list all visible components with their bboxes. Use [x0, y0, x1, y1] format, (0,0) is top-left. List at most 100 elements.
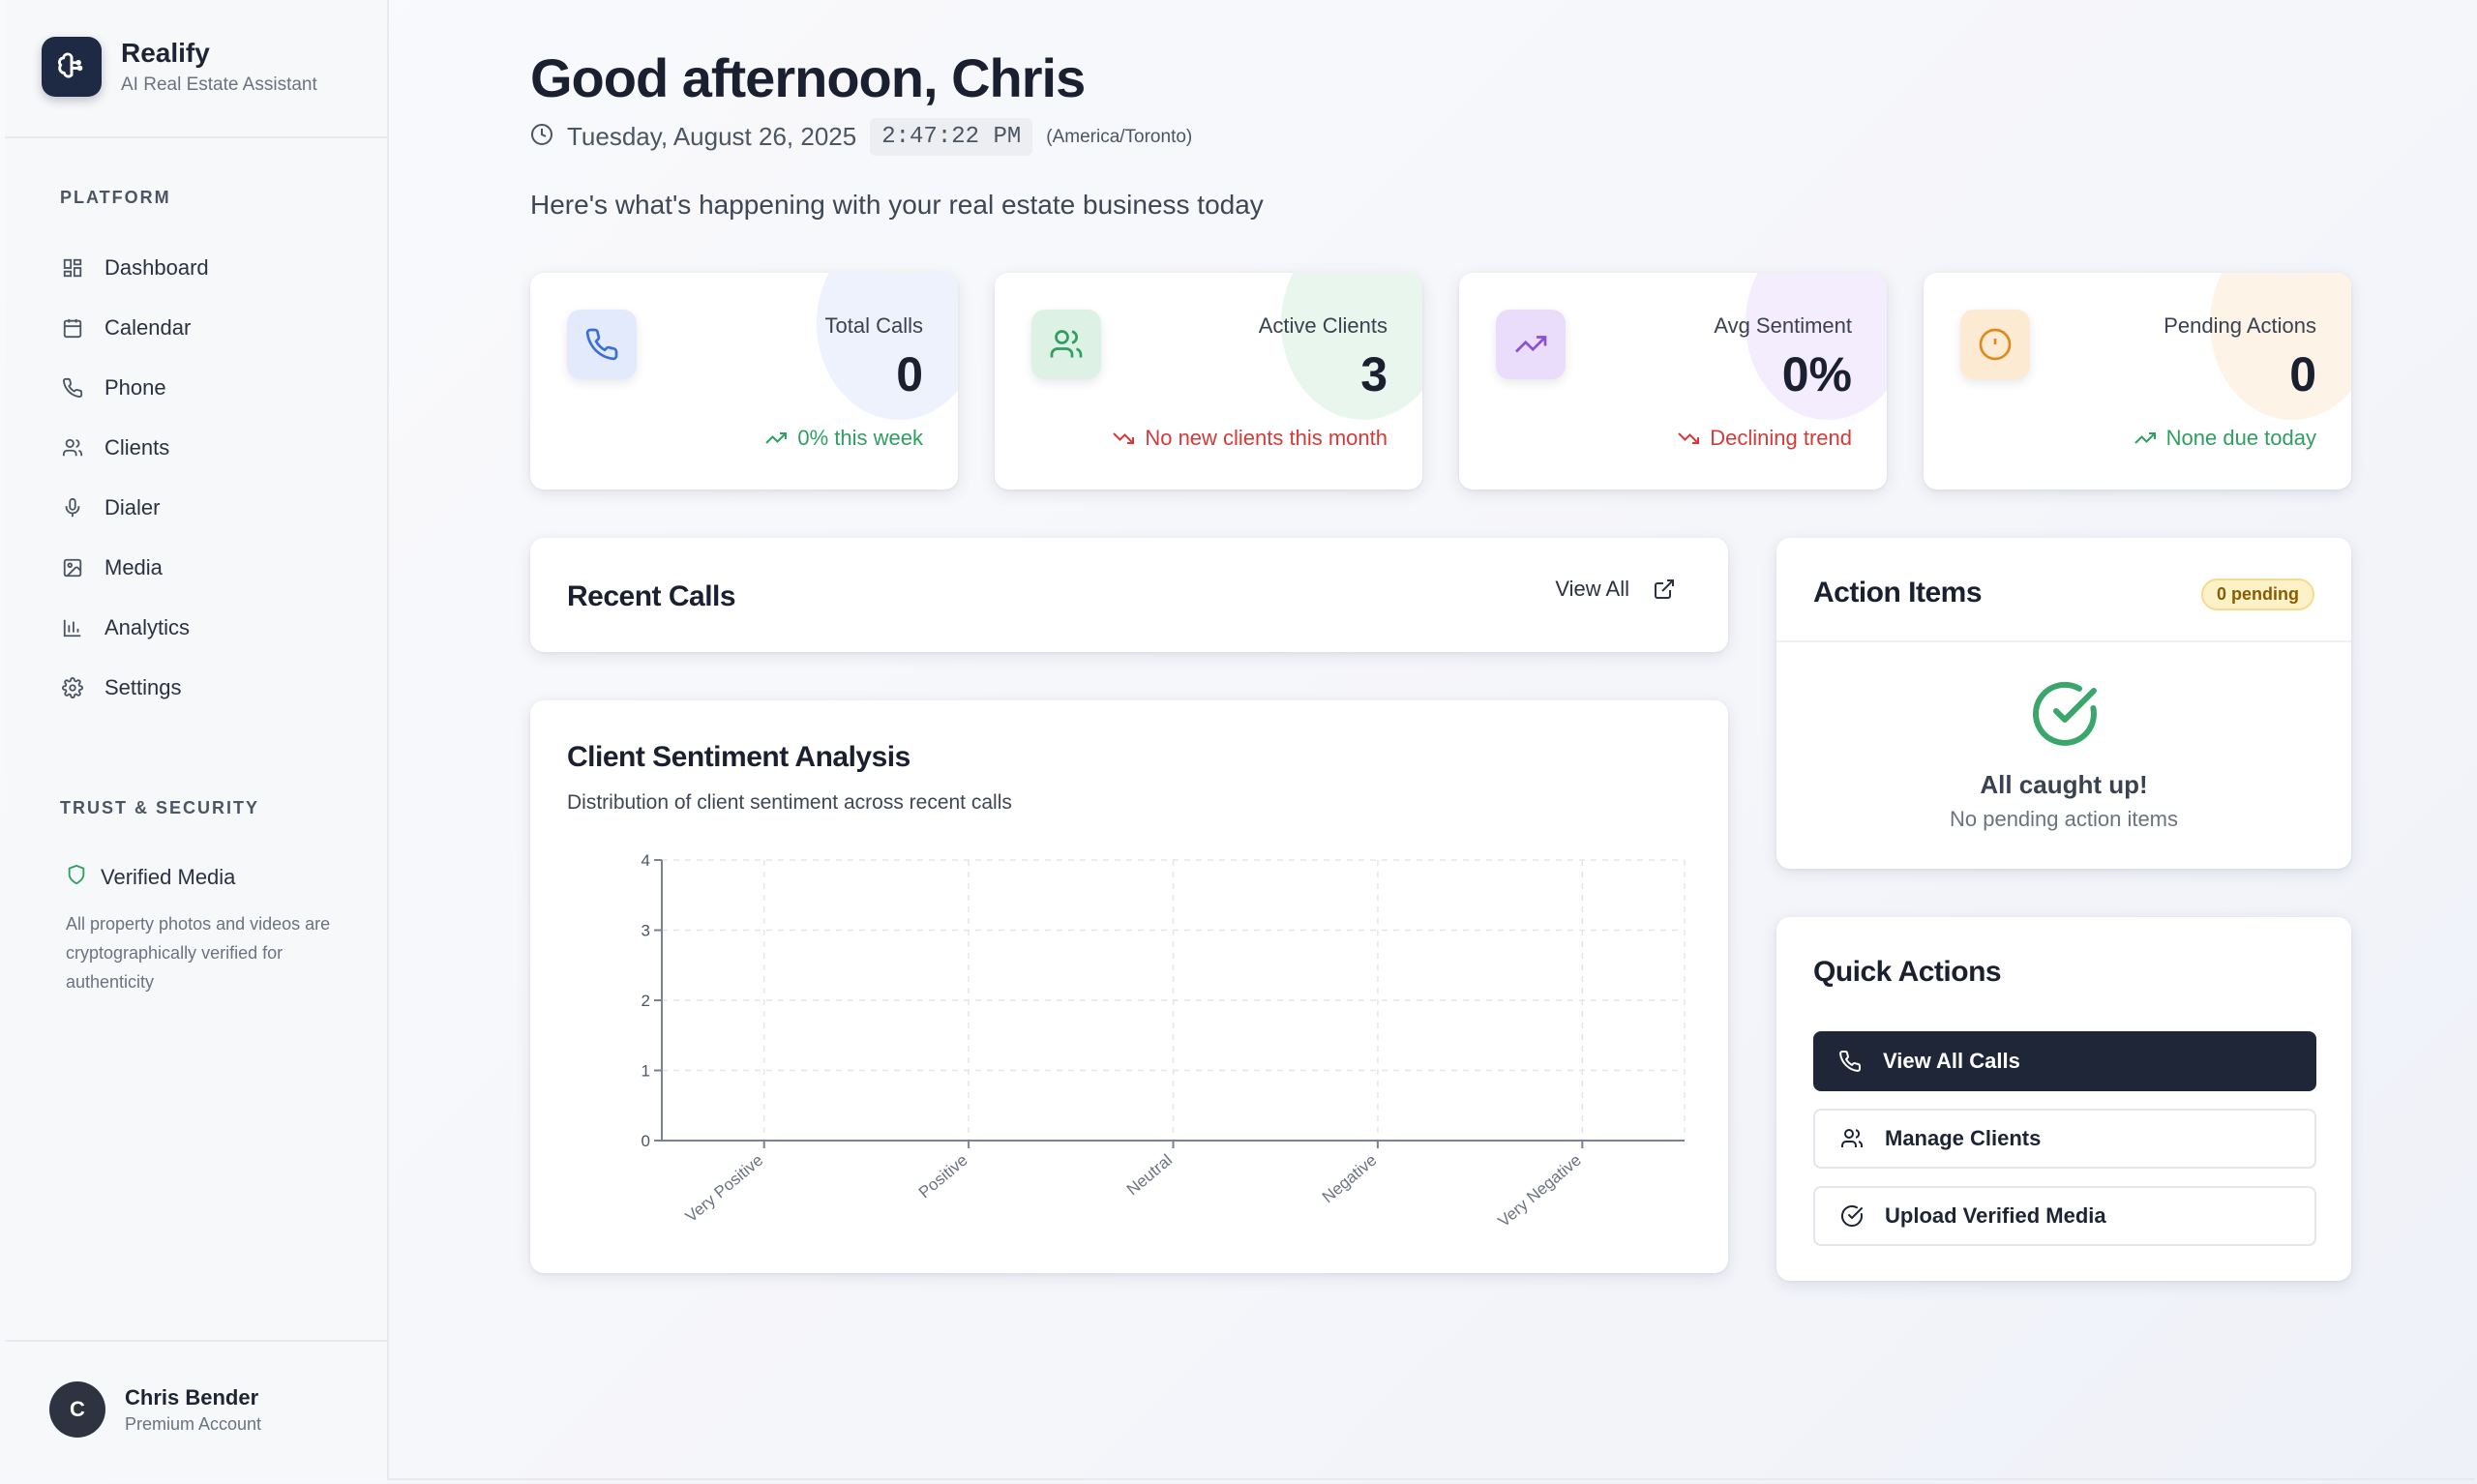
y-tick-label: 0 — [642, 1132, 650, 1150]
stat-trend: 0% this week — [764, 426, 923, 451]
stat-card-avg-sentiment[interactable]: Avg Sentiment 0% Declining trend — [1459, 273, 1887, 490]
sidebar-item-label: Dialer — [104, 495, 161, 519]
sidebar: Realify AI Real Estate Assistant PLATFOR… — [5, 0, 389, 1480]
stat-card-active-clients[interactable]: Active Clients 3 No new clients this mon… — [995, 273, 1422, 490]
brain-icon — [42, 37, 102, 97]
sidebar-item-calendar[interactable]: Calendar — [60, 298, 370, 358]
stat-label: Active Clients — [1258, 313, 1388, 338]
stat-value: 0 — [896, 347, 923, 401]
view-all-calls-button[interactable]: View All Calls — [1813, 1031, 2316, 1091]
recent-calls-title: Recent Calls — [567, 580, 736, 612]
y-tick-label: 2 — [642, 992, 650, 1010]
y-tick-label: 1 — [642, 1062, 650, 1081]
x-tick-label: Very Negative — [1495, 1151, 1585, 1232]
stat-value: 3 — [1360, 347, 1388, 401]
empty-state-subtitle: No pending action items — [1949, 807, 2179, 831]
datetime-row: Tuesday, August 26, 2025 2:47:22 PM (Ame… — [530, 118, 1192, 156]
y-tick-label: 3 — [642, 922, 650, 940]
sidebar-nav: Dashboard Calendar Phone Clients Dialer — [60, 238, 370, 718]
shield-icon — [66, 863, 87, 892]
x-tick-label: Negative — [1319, 1151, 1381, 1207]
phone-icon — [567, 310, 637, 379]
bar-chart-icon — [60, 615, 85, 640]
sidebar-item-dashboard[interactable]: Dashboard — [60, 238, 370, 298]
card-divider — [1776, 640, 2351, 642]
stat-value: 0 — [2289, 347, 2316, 401]
user-name: Chris Bender — [125, 1384, 259, 1410]
sidebar-divider — [5, 136, 387, 138]
stat-label: Avg Sentiment — [1714, 313, 1852, 338]
section-label-platform: PLATFORM — [60, 188, 171, 207]
brand-subtitle: AI Real Estate Assistant — [121, 74, 317, 95]
sidebar-item-media[interactable]: Media — [60, 538, 370, 598]
trending-up-icon — [1496, 310, 1566, 379]
sidebar-item-label: Analytics — [104, 615, 191, 639]
sidebar-item-label: Media — [104, 555, 163, 579]
current-date: Tuesday, August 26, 2025 — [567, 122, 857, 151]
calendar-icon — [60, 315, 85, 341]
page-title: Good afternoon, Chris — [530, 47, 1086, 108]
pending-badge: 0 pending — [2201, 579, 2314, 610]
check-circle-icon — [2030, 679, 2100, 754]
phone-icon — [1838, 1050, 1862, 1073]
dashboard-icon — [60, 255, 85, 281]
stat-card-pending-actions[interactable]: Pending Actions 0 None due today — [1924, 273, 2351, 490]
trending-down-icon — [1112, 427, 1135, 450]
brand[interactable]: Realify AI Real Estate Assistant — [42, 37, 317, 97]
recent-calls-card: Recent Calls View All — [530, 538, 1728, 652]
check-circle-icon — [1840, 1204, 1864, 1228]
stat-label: Total Calls — [824, 313, 923, 338]
sidebar-item-label: Phone — [104, 375, 166, 400]
card-decoration — [2210, 273, 2351, 420]
intro-text: Here's what's happening with your real e… — [530, 190, 1264, 220]
view-all-button[interactable]: View All — [1555, 577, 1676, 602]
stat-trend: Declining trend — [1677, 426, 1852, 451]
manage-clients-button[interactable]: Manage Clients — [1813, 1109, 2316, 1169]
sidebar-item-label: Calendar — [104, 315, 192, 340]
alert-circle-icon — [1960, 310, 2030, 379]
sidebar-item-clients[interactable]: Clients — [60, 418, 370, 478]
verified-media-title: Verified Media — [66, 863, 235, 892]
user-plan: Premium Account — [125, 1413, 262, 1434]
sidebar-item-label: Settings — [104, 675, 182, 699]
verified-media-label: Verified Media — [101, 865, 236, 889]
x-tick-label: Neutral — [1123, 1151, 1176, 1200]
empty-state-title: All caught up! — [1980, 770, 2148, 799]
trending-up-icon — [2134, 427, 2157, 450]
x-tick-label: Positive — [915, 1151, 971, 1202]
sidebar-item-dialer[interactable]: Dialer — [60, 478, 370, 538]
sidebar-item-analytics[interactable]: Analytics — [60, 598, 370, 658]
sidebar-divider — [5, 1340, 387, 1342]
stat-trend: None due today — [2134, 426, 2316, 451]
card-decoration — [817, 273, 958, 420]
clock-icon — [530, 123, 553, 151]
users-icon — [60, 435, 85, 460]
timezone: (America/Toronto) — [1046, 126, 1193, 147]
phone-icon — [60, 375, 85, 401]
external-link-icon — [1653, 578, 1676, 601]
quick-actions-title: Quick Actions — [1813, 956, 2002, 988]
sidebar-item-label: Dashboard — [104, 255, 209, 280]
users-icon — [1031, 310, 1101, 379]
verified-media-description: All property photos and videos are crypt… — [66, 914, 331, 992]
user-profile[interactable]: C Chris Bender Premium Account — [49, 1381, 261, 1438]
stat-label: Pending Actions — [2164, 313, 2316, 338]
sidebar-item-phone[interactable]: Phone — [60, 358, 370, 418]
stat-value: 0% — [1781, 347, 1852, 401]
avatar: C — [49, 1381, 105, 1438]
stat-trend: No new clients this month — [1112, 426, 1388, 451]
sidebar-item-settings[interactable]: Settings — [60, 658, 370, 718]
stat-card-total-calls[interactable]: Total Calls 0 0% this week — [530, 273, 958, 490]
sentiment-subtitle: Distribution of client sentiment across … — [567, 791, 1012, 814]
action-items-card: Action Items 0 pending All caught up! No… — [1776, 538, 2351, 869]
upload-verified-media-button[interactable]: Upload Verified Media — [1813, 1186, 2316, 1246]
section-label-trust: TRUST & SECURITY — [60, 798, 260, 817]
x-tick-label: Very Positive — [682, 1151, 766, 1227]
users-icon — [1840, 1127, 1864, 1150]
sidebar-item-label: Clients — [104, 435, 170, 460]
trending-up-icon — [764, 427, 788, 450]
gear-icon — [60, 675, 85, 700]
sentiment-chart: 0 1 2 3 4 Very Positive Positive Neutral Negativ… — [642, 851, 1686, 1232]
action-items-title: Action Items — [1813, 577, 1983, 608]
card-decoration — [1281, 273, 1422, 420]
